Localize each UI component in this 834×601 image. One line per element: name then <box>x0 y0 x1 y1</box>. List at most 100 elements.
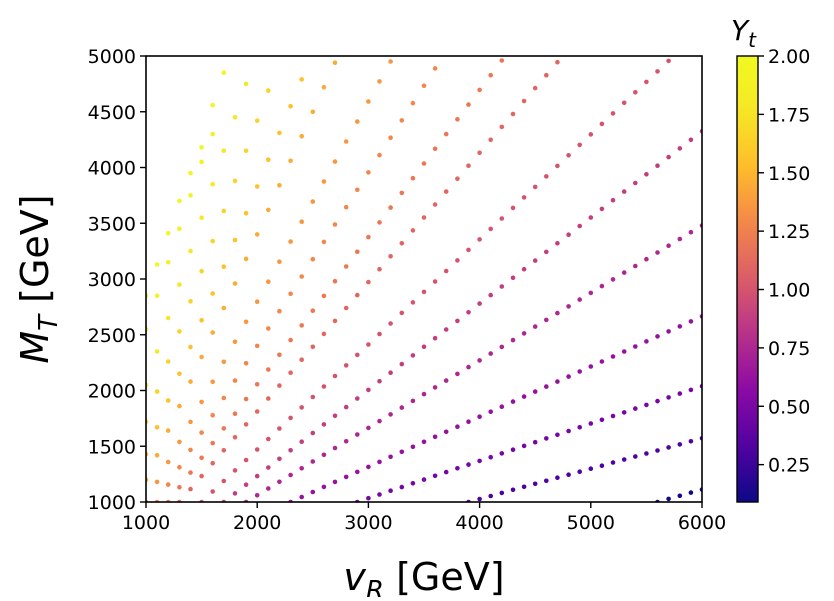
colorbar-tick-label: 1.00 <box>768 280 810 302</box>
data-point <box>332 318 338 324</box>
data-point <box>610 111 616 116</box>
data-point <box>221 359 227 365</box>
data-point <box>243 457 249 463</box>
data-point <box>688 229 694 235</box>
data-point <box>388 205 393 210</box>
data-point <box>221 395 227 401</box>
colorbar-title-sub: t <box>748 28 757 52</box>
data-point <box>310 430 316 436</box>
data-point <box>310 489 316 495</box>
data-point <box>177 403 182 409</box>
data-point <box>455 318 460 324</box>
data-point <box>277 456 282 462</box>
data-point <box>466 310 471 315</box>
data-point <box>321 293 327 299</box>
data-point <box>566 472 571 478</box>
data-point <box>388 412 393 417</box>
data-point <box>299 134 305 139</box>
data-point <box>232 178 238 184</box>
y-tick-label: 3500 <box>88 213 136 235</box>
data-point <box>254 184 260 189</box>
data-point <box>199 473 204 479</box>
data-point <box>588 466 594 472</box>
data-point <box>266 367 271 372</box>
data-point <box>366 342 371 347</box>
data-point <box>243 361 249 366</box>
data-point <box>599 417 605 423</box>
y-axis-title-sub: T <box>34 313 64 331</box>
data-point <box>544 436 549 441</box>
data-point <box>266 157 271 162</box>
data-point <box>410 175 416 181</box>
data-point <box>599 121 605 127</box>
data-point <box>266 207 271 213</box>
data-point <box>154 479 160 485</box>
data-point <box>477 358 482 363</box>
data-point <box>455 466 460 471</box>
data-point <box>243 482 249 488</box>
data-point <box>177 198 182 204</box>
data-point <box>544 249 549 255</box>
data-point <box>188 299 193 304</box>
data-point <box>443 189 449 194</box>
data-point <box>188 170 193 176</box>
data-point <box>366 279 371 285</box>
data-point <box>633 406 638 411</box>
data-point <box>577 369 582 374</box>
data-point <box>499 58 505 63</box>
data-point <box>443 131 449 137</box>
data-point <box>199 399 204 405</box>
data-point <box>199 145 204 150</box>
data-point <box>288 472 293 478</box>
data-point <box>544 72 549 78</box>
data-point <box>388 321 393 326</box>
data-point <box>199 268 204 274</box>
data-point <box>154 293 160 299</box>
data-point <box>477 458 482 464</box>
data-point <box>254 493 260 498</box>
data-point <box>532 481 538 487</box>
data-point <box>466 163 471 168</box>
data-point <box>232 115 238 120</box>
data-point <box>488 409 494 415</box>
data-point <box>243 210 249 216</box>
data-point <box>266 436 271 442</box>
data-point <box>421 83 427 89</box>
x-tick-label: 4000 <box>455 512 503 534</box>
data-point <box>154 262 160 267</box>
data-point <box>199 430 204 435</box>
data-point <box>310 199 316 204</box>
data-point <box>499 284 505 289</box>
data-point <box>377 331 382 337</box>
data-point <box>455 258 460 263</box>
data-point <box>154 389 160 394</box>
data-point <box>254 232 260 237</box>
data-point <box>421 215 427 220</box>
x-axis-title: vR [GeV] <box>343 555 504 597</box>
data-point <box>221 448 227 453</box>
data-point <box>277 352 282 358</box>
data-point <box>488 137 494 143</box>
data-point <box>199 215 204 220</box>
data-point <box>532 184 538 190</box>
data-point <box>677 442 683 447</box>
data-point <box>355 119 360 124</box>
data-point <box>221 148 227 154</box>
data-point <box>277 479 282 485</box>
data-point <box>455 176 460 181</box>
data-point <box>521 266 527 272</box>
data-point <box>188 344 193 350</box>
data-point <box>343 139 349 144</box>
data-point <box>177 282 182 287</box>
data-point <box>277 183 282 188</box>
data-point <box>510 487 516 493</box>
data-point <box>655 250 660 255</box>
data-point <box>688 387 694 393</box>
data-point <box>221 70 227 75</box>
data-point <box>366 170 371 175</box>
colorbar-tick-label: 1.75 <box>768 104 810 126</box>
colorbar-title-main: Y <box>731 14 750 47</box>
data-points-layer <box>146 58 702 502</box>
x-axis-title-main: v <box>343 555 366 597</box>
